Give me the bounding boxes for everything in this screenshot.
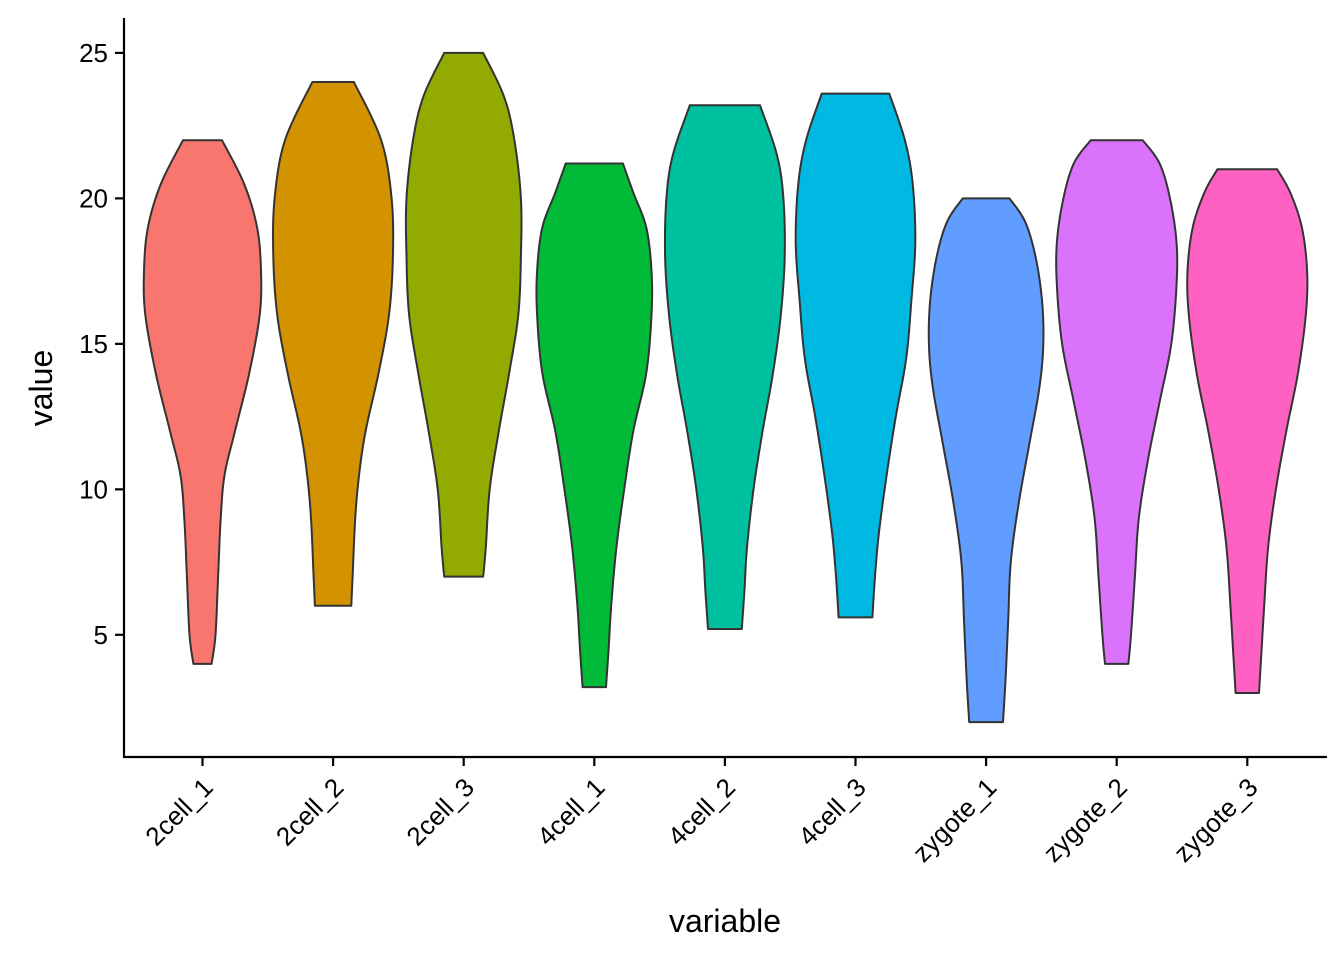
y-tick-label: 10 <box>79 474 108 504</box>
y-axis-ticks: 5 10 15 20 25 <box>79 38 124 650</box>
violin-2cell_3 <box>404 51 523 578</box>
x-tick-label: zygote_2 <box>1037 772 1133 868</box>
y-tick-label: 20 <box>79 183 108 213</box>
violin-zygote_1 <box>927 197 1045 724</box>
y-tick-label: 15 <box>79 329 108 359</box>
violin-4cell_3 <box>794 92 917 619</box>
x-tick-label: 4cell_3 <box>792 772 871 851</box>
violin-2cell_2 <box>272 81 395 607</box>
violin-zygote_3 <box>1186 168 1309 694</box>
x-tick-label: zygote_1 <box>907 772 1003 868</box>
y-tick-label: 25 <box>79 38 108 68</box>
x-tick-label: 4cell_2 <box>662 772 741 851</box>
violin-4cell_1 <box>535 162 654 689</box>
violin-2cell_1 <box>142 139 263 665</box>
x-tick-label: 2cell_2 <box>270 772 349 851</box>
x-tick-label: 2cell_1 <box>139 772 218 851</box>
y-tick-label: 5 <box>94 620 108 650</box>
x-tick-label: 4cell_1 <box>531 772 610 851</box>
x-tick-label: 2cell_3 <box>400 772 479 851</box>
y-axis-title: value <box>23 350 59 427</box>
x-axis-title: variable <box>669 903 781 939</box>
x-axis-ticks: 2cell_1 2cell_2 2cell_3 4cell_1 4cell_2 4cell… <box>139 757 1264 868</box>
x-tick-label: zygote_3 <box>1168 772 1264 868</box>
violin-4cell_2 <box>663 104 786 630</box>
violin-zygote_2 <box>1055 139 1179 665</box>
violin-layer <box>142 51 1309 724</box>
